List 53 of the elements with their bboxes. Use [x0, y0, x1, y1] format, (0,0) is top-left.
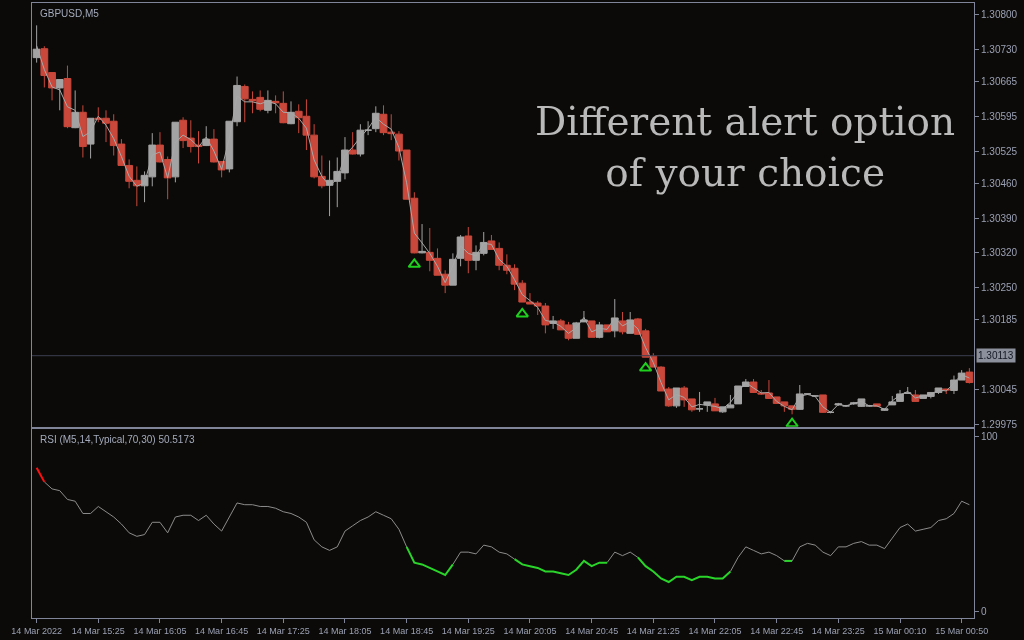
- y-tick-label: 1.30045: [981, 383, 1018, 395]
- y-tick-label: 1.30250: [981, 282, 1018, 294]
- candlestick: [55, 79, 64, 111]
- x-tick-label: 14 Mar 18:05: [318, 625, 372, 636]
- x-tick-label: 14 Mar 20:45: [565, 625, 619, 636]
- y-tick-label: 1.30320: [981, 247, 1018, 259]
- candlestick: [580, 310, 588, 323]
- candlestick: [464, 226, 473, 274]
- candlestick: [418, 223, 426, 254]
- x-tick-label: 14 Mar 22:45: [750, 625, 804, 636]
- candlestick: [348, 131, 357, 156]
- point: [785, 417, 799, 427]
- candlestick: [965, 367, 974, 385]
- point: [515, 307, 530, 318]
- y-tick-label: 100: [981, 430, 999, 442]
- x-tick-label: 14 Mar 16:45: [195, 625, 249, 636]
- x-tick-label: 14 Mar 21:25: [626, 625, 680, 636]
- text: RSI (M5,14,Typical,70,30) 50.5173: [40, 434, 195, 445]
- candlestick: [86, 117, 95, 159]
- x-tick-label: 14 Mar 17:25: [256, 625, 310, 636]
- annotation: Different alert option of your choice: [535, 99, 956, 195]
- x-tick-label: 14 Mar 16:05: [133, 625, 187, 636]
- y-tick-label: 1.30460: [981, 177, 1018, 189]
- x-tick-label: 15 Mar 00:10: [873, 625, 927, 636]
- y-tick-label: 1.30665: [981, 75, 1018, 87]
- candlestick: [610, 298, 619, 338]
- candlestick: [449, 252, 457, 286]
- y-tick-label: 1.30185: [981, 314, 1018, 326]
- x-tick-label: 14 Mar 2022: [11, 625, 62, 636]
- candlestick: [263, 89, 272, 114]
- y-tick-label: 1.30525: [981, 145, 1018, 157]
- y-tick-label: 1.30800: [981, 8, 1018, 20]
- candlestick: [171, 121, 180, 183]
- x-tick-label: 14 Mar 22:05: [688, 625, 742, 636]
- y-tick-label: 1.30595: [981, 110, 1018, 122]
- candlestick: [78, 104, 87, 158]
- x-tick-label: 14 Mar 18:45: [380, 625, 434, 636]
- x-tick-label: 14 Mar 20:05: [503, 625, 557, 636]
- ref-line-label: 1.30113: [978, 350, 1014, 361]
- candlestick: [842, 404, 850, 408]
- y-tick-label: 1.29975: [981, 418, 1018, 430]
- candlestick: [811, 395, 820, 398]
- x-tick-label: 14 Mar 19:25: [441, 625, 495, 636]
- y-tick-label: 1.30390: [981, 212, 1018, 224]
- x-tick-label: 14 Mar 23:25: [811, 625, 865, 636]
- y-tick-label: 0: [981, 606, 987, 618]
- y-tick-label: 1.30730: [981, 43, 1018, 55]
- candlestick: [287, 100, 295, 125]
- candlestick: [63, 65, 72, 129]
- x-tick-label: 14 Mar 15:25: [71, 625, 125, 636]
- text: GBPUSD,M5: [40, 8, 100, 19]
- x-tick-label: 15 Mar 00:50: [935, 625, 989, 636]
- candlestick: [549, 315, 557, 330]
